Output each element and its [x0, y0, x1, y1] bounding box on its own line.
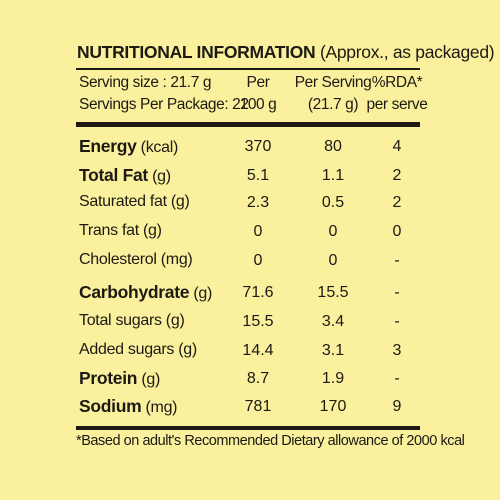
nutrient-name: Saturated fat (g) [79, 193, 190, 211]
nutrient-label: Sodium [79, 396, 142, 416]
nutrient-label: Saturated fat (g) [79, 193, 190, 210]
nutrient-name: Protein (g) [79, 368, 160, 389]
value-per100: 781 [244, 398, 272, 415]
title-bold: NUTRITIONAL INFORMATION [77, 42, 316, 62]
value-rda: 2 [392, 167, 402, 184]
value-per100: 2.3 [246, 194, 270, 211]
value-rda: 4 [392, 138, 402, 155]
value-perServing: 15.5 [317, 284, 349, 301]
header-rule [76, 122, 420, 127]
title-rest: (Approx., as packaged) [315, 42, 495, 62]
panel-title: NUTRITIONAL INFORMATION (Approx., as pac… [77, 42, 495, 63]
footnote: *Based on adult's Recommended Dietary al… [76, 433, 465, 449]
nutrient-name: Trans fat (g) [79, 222, 162, 240]
nutrient-name: Cholesterol (mg) [79, 251, 193, 269]
value-rda: 3 [392, 342, 402, 359]
title-rule [76, 68, 420, 70]
footer-rule [76, 426, 420, 430]
value-per100: 71.6 [242, 284, 274, 301]
nutrient-name: Sodium (mg) [79, 396, 178, 417]
value-perServing: 0 [328, 223, 338, 240]
column-per-serving-line2: (21.7 g) [307, 96, 359, 113]
value-per100: 370 [244, 138, 272, 155]
nutrient-unit: (g) [189, 285, 212, 302]
column-rda-line1: %RDA* [371, 74, 423, 91]
nutrient-label: Total Fat [79, 165, 148, 185]
nutrient-label: Trans fat (g) [79, 222, 162, 239]
nutrient-unit: (g) [147, 168, 171, 185]
nutrient-name: Total Fat (g) [79, 165, 171, 186]
value-rda: 9 [392, 398, 402, 415]
nutrient-label: Energy [79, 136, 137, 156]
nutrient-unit: (mg) [141, 399, 178, 416]
value-perServing: 0.5 [321, 194, 345, 211]
nutrient-label: Protein [79, 368, 138, 388]
nutrient-label: Added sugars (g) [79, 341, 197, 358]
value-rda: - [394, 313, 400, 330]
nutrient-name: Added sugars (g) [79, 341, 197, 359]
value-per100: 15.5 [242, 313, 274, 330]
column-per-100g-line1: Per [246, 74, 270, 91]
value-per100: 8.7 [246, 370, 270, 387]
value-rda: 2 [392, 194, 402, 211]
value-perServing: 170 [319, 398, 347, 415]
value-perServing: 80 [324, 138, 342, 155]
servings-per-package: Servings Per Package: 22 [79, 96, 249, 113]
nutrient-name: Energy (kcal) [79, 136, 178, 157]
nutrient-label: Total sugars (g) [79, 312, 185, 329]
value-perServing: 1.1 [321, 167, 345, 184]
value-per100: 0 [253, 223, 263, 240]
serving-size: Serving size : 21.7 g [79, 74, 212, 91]
value-per100: 5.1 [246, 167, 270, 184]
column-per-100g-line2: 100 g [239, 96, 277, 113]
nutrient-label: Carbohydrate [79, 282, 190, 302]
value-rda: - [394, 284, 400, 301]
value-perServing: 3.1 [321, 342, 345, 359]
nutrient-label: Cholesterol (mg) [79, 251, 193, 268]
value-perServing: 3.4 [321, 313, 345, 330]
value-per100: 14.4 [242, 342, 274, 359]
column-rda-line2: per serve [366, 96, 428, 113]
nutrient-name: Carbohydrate (g) [79, 282, 212, 303]
value-per100: 0 [253, 252, 263, 269]
value-perServing: 1.9 [321, 370, 345, 387]
value-rda: - [394, 252, 400, 269]
value-perServing: 0 [328, 252, 338, 269]
nutrient-unit: (kcal) [136, 139, 179, 156]
nutrient-unit: (g) [137, 371, 160, 388]
nutrient-name: Total sugars (g) [79, 312, 185, 330]
column-per-serving-line1: Per Serving [294, 74, 372, 91]
value-rda: - [394, 370, 400, 387]
value-rda: 0 [392, 223, 402, 240]
